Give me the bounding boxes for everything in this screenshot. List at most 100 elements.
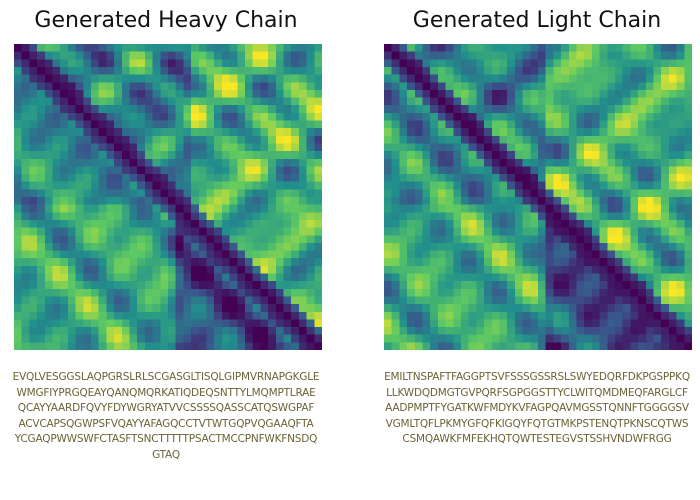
- map-cell: [684, 151, 692, 160]
- map-cell: [414, 151, 423, 160]
- map-cell: [252, 242, 261, 251]
- map-cell: [314, 135, 322, 144]
- map-cell: [661, 273, 670, 282]
- map-cell: [676, 44, 685, 53]
- map-cell: [676, 258, 685, 267]
- map-cell: [684, 120, 692, 129]
- map-cell: [638, 242, 647, 251]
- map-cell: [183, 66, 192, 75]
- map-cell: [168, 250, 177, 259]
- map-cell: [237, 151, 246, 160]
- map-cell: [21, 181, 30, 190]
- map-cell: [252, 273, 261, 282]
- map-cell: [75, 120, 84, 129]
- map-cell: [298, 82, 307, 91]
- map-cell: [60, 82, 69, 91]
- map-cell: [461, 151, 470, 160]
- map-cell: [391, 296, 400, 305]
- map-cell: [491, 204, 500, 213]
- map-cell: [14, 166, 23, 175]
- map-cell: [144, 288, 153, 297]
- map-cell: [214, 151, 223, 160]
- map-cell: [268, 304, 277, 313]
- map-cell: [206, 105, 215, 114]
- map-cell: [75, 51, 84, 60]
- map-cell: [561, 143, 570, 152]
- map-cell: [291, 66, 300, 75]
- map-cell: [198, 66, 207, 75]
- map-cell: [152, 273, 161, 282]
- map-cell: [183, 327, 192, 336]
- map-cell: [252, 227, 261, 236]
- map-cell: [676, 189, 685, 198]
- map-cell: [52, 120, 61, 129]
- map-cell: [615, 112, 624, 121]
- map-cell: [314, 219, 322, 228]
- map-cell: [622, 105, 631, 114]
- map-cell: [615, 66, 624, 75]
- map-cell: [314, 334, 322, 343]
- map-cell: [499, 296, 508, 305]
- map-cell: [491, 59, 500, 68]
- map-cell: [453, 74, 462, 83]
- map-cell: [298, 212, 307, 221]
- map-cell: [630, 89, 639, 98]
- map-cell: [668, 242, 677, 251]
- map-cell: [268, 97, 277, 106]
- map-cell: [214, 342, 223, 350]
- map-cell: [530, 120, 539, 129]
- map-cell: [461, 97, 470, 106]
- map-cell: [430, 143, 439, 152]
- map-cell: [407, 212, 416, 221]
- map-cell: [407, 319, 416, 328]
- map-cell: [584, 105, 593, 114]
- map-cell: [391, 242, 400, 251]
- map-cell: [260, 311, 269, 320]
- map-cell: [553, 44, 562, 53]
- map-cell: [37, 59, 46, 68]
- map-cell: [599, 258, 608, 267]
- map-cell: [522, 151, 531, 160]
- map-cell: [530, 74, 539, 83]
- map-cell: [522, 89, 531, 98]
- map-cell: [268, 296, 277, 305]
- map-cell: [430, 219, 439, 228]
- map-cell: [661, 342, 670, 350]
- map-cell: [75, 327, 84, 336]
- map-cell: [622, 304, 631, 313]
- map-cell: [245, 265, 254, 274]
- map-cell: [676, 250, 685, 259]
- map-cell: [514, 273, 523, 282]
- map-cell: [591, 97, 600, 106]
- map-cell: [538, 242, 547, 251]
- map-cell: [37, 158, 46, 167]
- map-cell: [591, 204, 600, 213]
- map-cell: [445, 174, 454, 183]
- map-cell: [507, 227, 516, 236]
- map-cell: [453, 158, 462, 167]
- map-cell: [237, 166, 246, 175]
- map-cell: [245, 197, 254, 206]
- map-cell: [499, 44, 508, 53]
- map-cell: [206, 181, 215, 190]
- map-cell: [83, 342, 92, 350]
- map-cell: [83, 212, 92, 221]
- map-cell: [622, 242, 631, 251]
- map-cell: [414, 304, 423, 313]
- map-cell: [121, 74, 130, 83]
- map-cell: [221, 151, 230, 160]
- map-cell: [591, 296, 600, 305]
- map-cell: [21, 59, 30, 68]
- map-cell: [229, 273, 238, 282]
- map-cell: [291, 288, 300, 297]
- map-cell: [175, 327, 184, 336]
- map-cell: [414, 342, 423, 350]
- map-cell: [599, 174, 608, 183]
- map-cell: [399, 120, 408, 129]
- map-cell: [275, 311, 284, 320]
- map-cell: [37, 143, 46, 152]
- map-cell: [44, 66, 53, 75]
- map-cell: [622, 189, 631, 198]
- map-cell: [275, 258, 284, 267]
- map-cell: [183, 74, 192, 83]
